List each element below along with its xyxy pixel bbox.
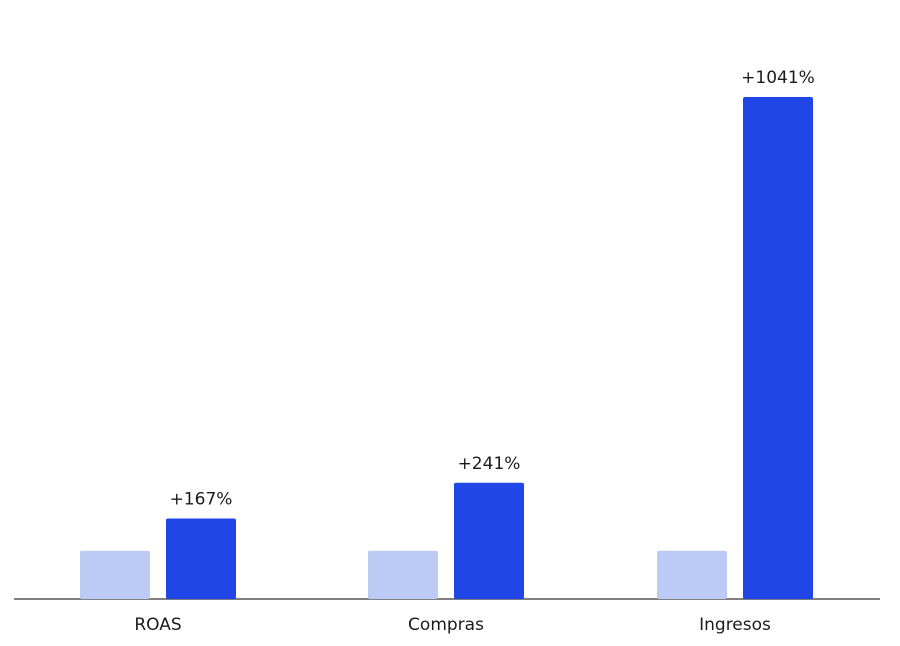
baseline-bar-ingresos (657, 550, 727, 599)
category-label-ingresos: Ingresos (699, 615, 771, 635)
growth-bar-roas (166, 518, 236, 599)
data-label-roas: +167% (170, 489, 233, 509)
data-label-ingresos: +1041% (741, 68, 815, 88)
baseline-bar-compras (368, 550, 438, 599)
bars-group (80, 97, 813, 599)
data-label-compras: +241% (458, 454, 521, 474)
category-label-compras: Compras (408, 615, 484, 635)
growth-bar-ingresos (743, 97, 813, 599)
labels-group: +167% ROAS +241% Compras +1041% Ingresos (134, 68, 815, 635)
category-label-roas: ROAS (134, 615, 181, 635)
growth-bar-compras (454, 482, 524, 599)
baseline-bar-roas (80, 550, 150, 599)
